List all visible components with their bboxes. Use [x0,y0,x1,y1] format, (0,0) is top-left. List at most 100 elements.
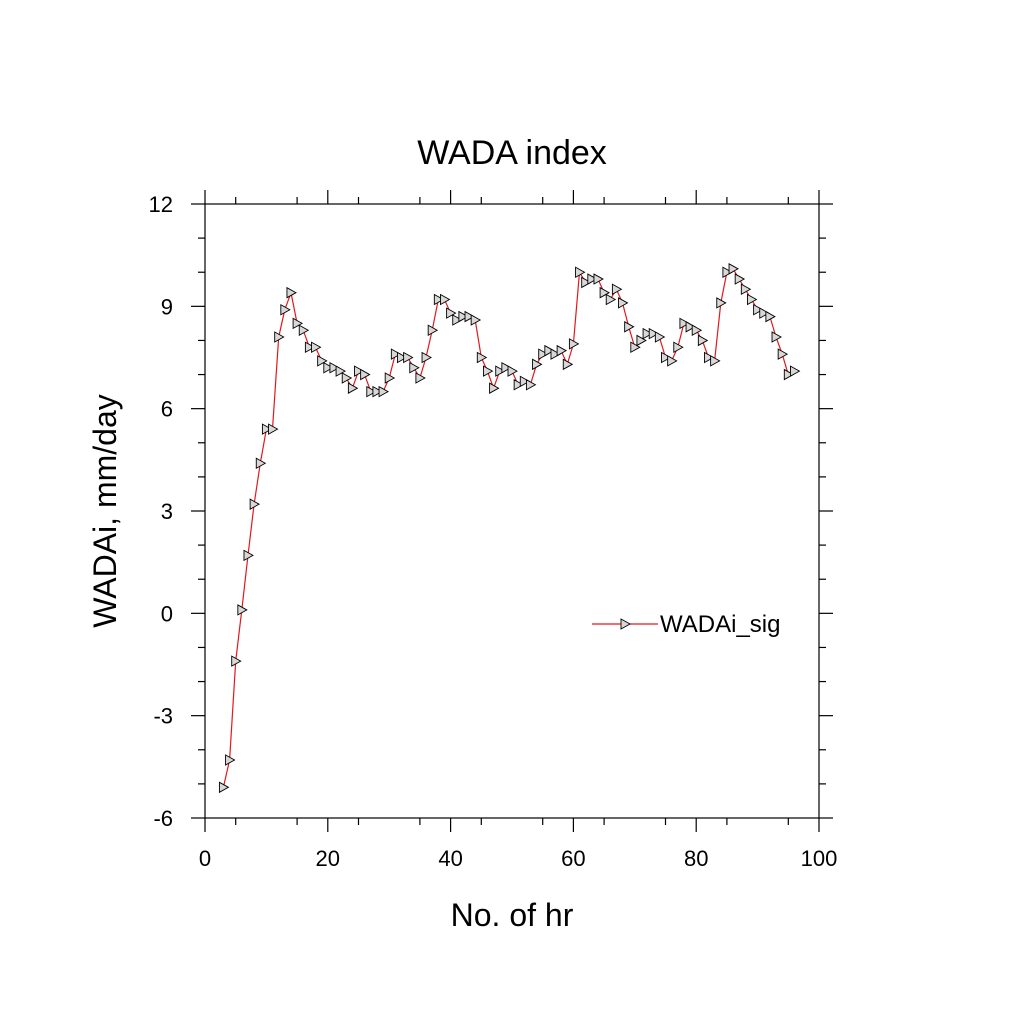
data-point-marker [298,324,310,336]
data-point-marker [667,355,678,367]
data-point-marker [335,365,347,377]
y-tick-label: 6 [161,397,173,422]
data-point-marker [470,314,482,326]
data-point-marker [568,338,580,350]
y-tick-label: 12 [149,192,173,217]
data-point-marker [611,283,623,296]
data-point-marker [311,341,322,354]
data-point-marker [654,331,666,343]
data-point-marker [783,368,795,381]
data-point-marker [605,293,617,306]
data-point-marker [384,372,396,384]
data-point-marker [446,307,457,319]
plot-frame [204,203,820,819]
data-point-marker [636,334,647,347]
data-point-marker [274,331,285,343]
data-point-marker [304,341,316,354]
data-point-marker [771,331,782,343]
data-point-marker [440,293,451,306]
data-point-marker [317,355,328,367]
y-tick-label: 9 [161,294,173,319]
data-point-marker [747,293,758,306]
data-point-marker [280,303,291,316]
data-point-marker [759,307,770,319]
y-tick-label: 0 [161,601,173,626]
y-tick-label: -6 [153,806,173,831]
data-point-marker [421,351,432,364]
data-point-marker [329,361,340,374]
data-point-marker [464,310,475,323]
data-point-marker [765,310,776,323]
data-point-marker [249,498,261,510]
axis-tick-labels: 0 20 40 60 80 100 -6 -3 0 3 6 9 12 [149,192,838,871]
data-point-marker [501,361,512,374]
data-point-marker [722,266,733,278]
x-tick-label: 80 [684,846,708,871]
data-point-marker [777,348,789,360]
data-point-marker [753,303,764,316]
data-point-marker [360,368,371,381]
data-point-marker [599,286,611,299]
data-point-marker [728,263,739,275]
data-point-marker [243,549,254,562]
data-point-marker [544,344,555,357]
data-point-marker [427,324,439,336]
data-point-marker [237,604,248,616]
data-point-marker [452,314,463,326]
data-point-marker [630,341,641,354]
data-point-marker [225,754,236,766]
y-tick-label: 3 [161,499,173,524]
data-point-marker [372,385,383,398]
data-point-marker [538,348,549,360]
x-tick-label: 40 [438,846,462,871]
data-point-marker [268,423,279,435]
legend: WADAi_sig [592,611,780,638]
data-point-marker [642,327,654,340]
data-point-marker [593,273,604,285]
axis-ticks [191,190,833,832]
data-point-marker [286,286,297,299]
legend-marker [620,618,631,630]
data-point-marker [347,382,359,394]
data-point-marker [403,351,414,364]
series-markers [218,263,801,794]
data-point-marker [525,379,537,391]
x-tick-label: 20 [316,846,340,871]
data-point-marker [378,385,389,398]
data-point-marker [550,348,561,360]
data-point-marker [789,365,801,377]
data-point-marker [341,372,353,384]
data-point-marker [575,266,586,278]
data-point-marker [673,341,684,354]
data-point-marker [397,351,408,364]
x-tick-label: 0 [199,846,211,871]
data-point-marker [685,321,696,333]
data-point-marker [581,276,592,289]
x-tick-label: 100 [801,846,838,871]
chart-title: WADA index [417,134,607,172]
data-point-marker [323,361,334,374]
y-axis-label: WADAi, mm/day [87,394,123,628]
data-point-marker [679,317,690,330]
data-point-marker [415,372,426,384]
data-point-marker [482,365,494,377]
data-point-marker [691,324,703,336]
data-point-marker [513,379,525,391]
data-point-marker [648,327,660,340]
data-point-marker [697,334,709,347]
data-point-marker [292,317,304,330]
data-point-marker [704,351,715,364]
x-axis-label: No. of hr [451,897,574,933]
legend-label: WADAi_sig [660,611,780,638]
data-point-marker [507,365,518,377]
data-point-marker [519,375,531,388]
x-tick-label: 60 [561,846,585,871]
data-point-marker [354,365,365,377]
data-point-marker [740,283,752,296]
data-point-marker [433,293,445,306]
data-point-marker [495,365,506,377]
data-point-marker [476,351,488,364]
data-point-marker [710,355,721,367]
data-point-marker [556,344,568,357]
